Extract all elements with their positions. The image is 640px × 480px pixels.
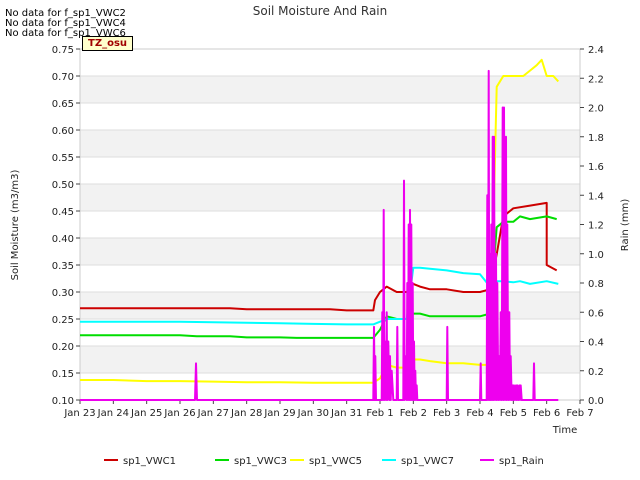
series-line-sp1_VWC3: [80, 215, 557, 339]
y-tick-label: 0.35: [52, 261, 74, 272]
x-tick-label: Feb 4: [466, 408, 493, 419]
x-tick-label: Feb 7: [566, 408, 593, 419]
legend-label: sp1_VWC5: [309, 456, 362, 467]
x-tick-label: Jan 26: [163, 408, 195, 419]
y2-tick-label: 2.0: [588, 104, 604, 115]
x-tick-label: Jan 30: [297, 408, 329, 419]
y2-tick-label: 1.0: [588, 250, 604, 261]
grid-band: [80, 184, 580, 211]
y2-tick-label: 2.2: [588, 74, 604, 85]
y2-tick-label: 0.4: [588, 338, 604, 349]
x-axis-label: Time: [552, 425, 577, 436]
x-tick-label: Jan 28: [230, 408, 262, 419]
y-tick-label: 0.65: [52, 99, 74, 110]
grid-band: [80, 130, 580, 157]
x-tick-label: Feb 5: [500, 408, 527, 419]
y-axis-label: Soil Moisture (m3/m3): [10, 170, 21, 281]
x-tick-label: Feb 6: [533, 408, 560, 419]
x-tick-label: Feb 2: [400, 408, 427, 419]
y-tick-label: 0.40: [52, 234, 74, 245]
y-tick-label: 0.55: [52, 153, 74, 164]
series-line-sp1_Rain: [80, 69, 559, 401]
y2-tick-label: 0.6: [588, 308, 604, 319]
y-tick-label: 0.15: [52, 369, 74, 380]
no-data-notice: No data for f_sp1_VWC2: [5, 8, 126, 19]
x-tick-label: Feb 1: [366, 408, 393, 419]
x-tick-label: Feb 3: [433, 408, 460, 419]
y2-tick-label: 1.2: [588, 221, 604, 232]
series-group: [80, 58, 560, 401]
legend-label: sp1_Rain: [499, 456, 544, 467]
y-tick-label: 0.75: [52, 45, 74, 56]
y2-tick-label: 1.6: [588, 162, 604, 173]
y-tick-label: 0.70: [52, 72, 74, 83]
chart-title: Soil Moisture And Rain: [252, 4, 388, 18]
y-tick-label: 0.20: [52, 342, 74, 353]
y-tick-label: 0.60: [52, 126, 74, 137]
x-tick-label: Jan 31: [330, 408, 362, 419]
grid-band: [80, 76, 580, 103]
x-tick-label: Jan 25: [130, 408, 162, 419]
x-tick-label: Jan 27: [197, 408, 229, 419]
timezone-badge: TZ_osu: [82, 36, 134, 51]
y-tick-label: 0.50: [52, 180, 74, 191]
y-tick-label: 0.30: [52, 288, 74, 299]
y2-tick-label: 2.4: [588, 45, 604, 56]
legend-label: sp1_VWC7: [401, 456, 454, 467]
y-tick-label: 0.10: [52, 396, 74, 407]
no-data-notice: No data for f_sp1_VWC4: [5, 18, 126, 29]
y2-tick-label: 0.8: [588, 279, 604, 290]
legend-label: sp1_VWC3: [234, 456, 287, 467]
y2-tick-label: 0.2: [588, 367, 604, 378]
y2-tick-label: 1.4: [588, 191, 604, 202]
y-tick-label: 0.25: [52, 315, 74, 326]
x-tick-label: Jan 24: [97, 408, 129, 419]
x-tick-label: Jan 23: [63, 408, 95, 419]
y-tick-label: 0.45: [52, 207, 74, 218]
y2-tick-label: 1.8: [588, 133, 604, 144]
no-data-notice: No data for f_sp1_VWC6: [5, 28, 126, 39]
series-line-sp1_VWC5: [80, 58, 560, 384]
y2-tick-label: 0.0: [588, 396, 604, 407]
x-tick-label: Jan 29: [263, 408, 295, 419]
y2-axis-label: Rain (mm): [620, 199, 631, 252]
legend-label: sp1_VWC1: [123, 456, 176, 467]
